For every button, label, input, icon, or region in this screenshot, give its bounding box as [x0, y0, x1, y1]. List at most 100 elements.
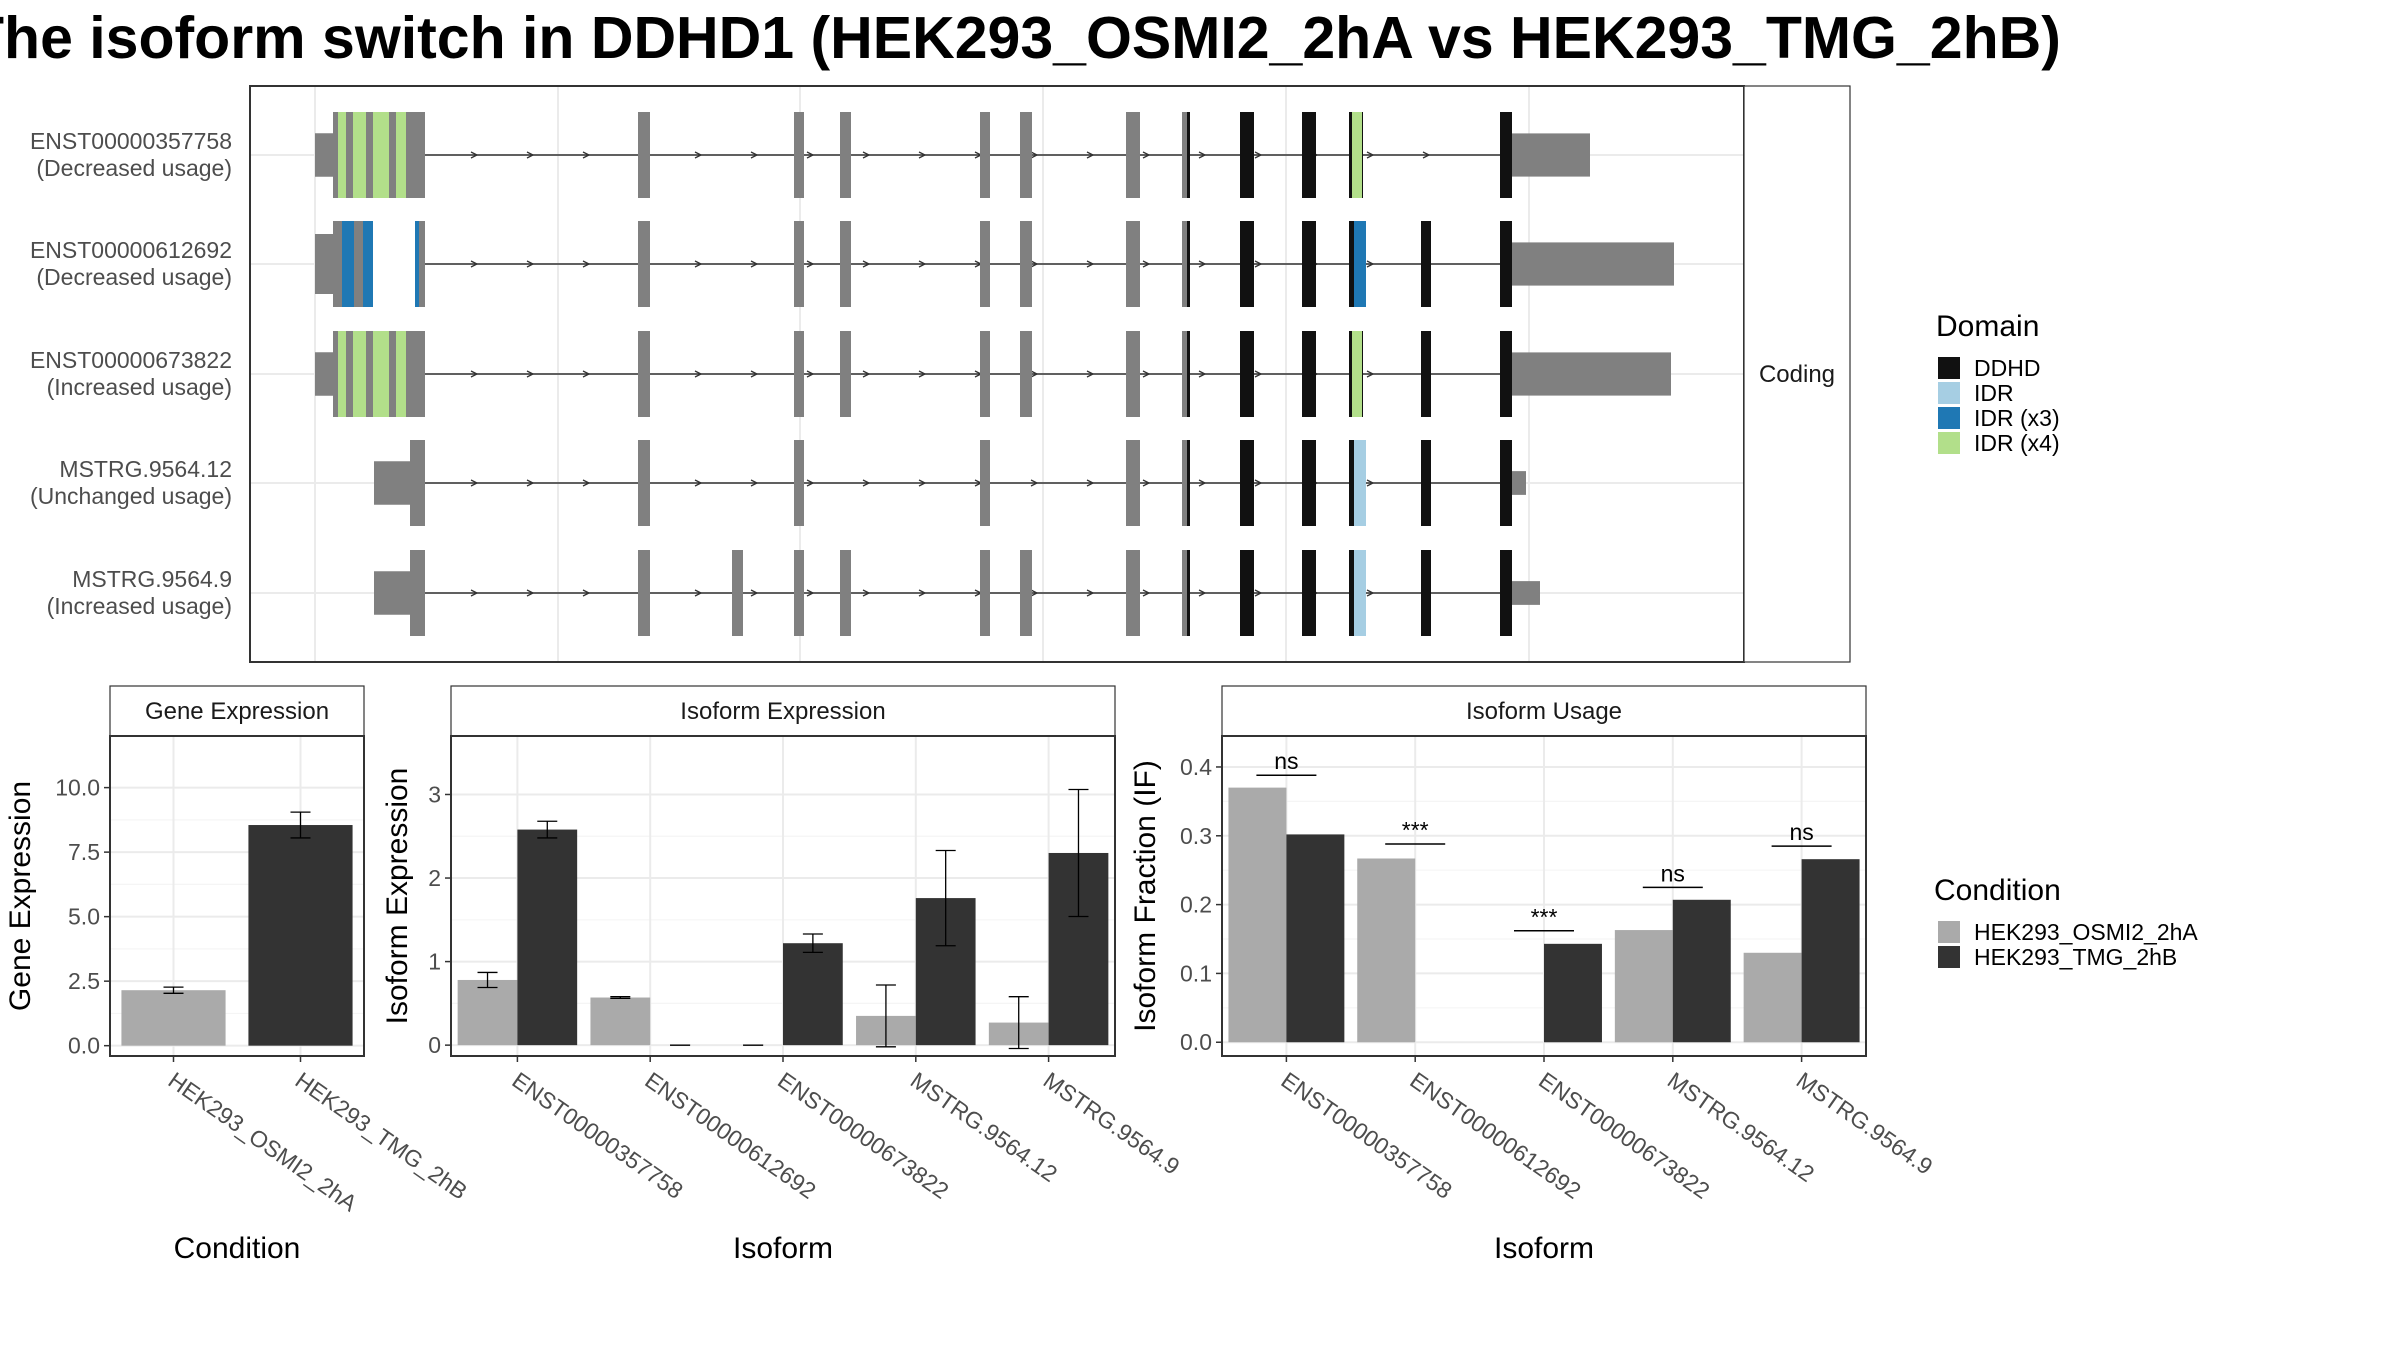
significance-label: ns	[1661, 860, 1685, 886]
bar	[517, 829, 578, 1046]
exon-junction	[389, 331, 396, 417]
utr3-exon	[1512, 352, 1671, 396]
ddhd-exon	[1302, 440, 1316, 526]
coding-exon	[980, 112, 990, 198]
intron-arrow	[1198, 151, 1207, 159]
utr5-exon	[374, 461, 410, 505]
condition-legend-key	[1938, 946, 1960, 968]
intron-arrow	[1142, 589, 1151, 597]
condition-legend-label: HEK293_OSMI2_2hA	[1974, 919, 2198, 945]
ddhd-exon	[1302, 550, 1316, 636]
intron-arrow	[582, 589, 591, 597]
y-tick-label: 7.5	[68, 839, 100, 865]
extra-exon	[732, 550, 743, 636]
intron-arrow	[862, 151, 871, 159]
isoform-id: ENST00000357758	[30, 128, 232, 154]
panel-border	[109, 735, 365, 1057]
x-axis-title: Condition	[174, 1232, 301, 1265]
coding-exon	[638, 331, 650, 417]
coding-exon	[794, 221, 804, 307]
intron-arrow	[1254, 589, 1263, 597]
domain-legend-key	[1938, 432, 1960, 454]
coding-exon	[1126, 331, 1140, 417]
intron-arrow	[470, 260, 479, 268]
intron-arrow	[526, 260, 535, 268]
ddhd-exon	[1240, 331, 1254, 417]
y-tick-label: 0	[428, 1032, 441, 1058]
intron-arrow	[806, 260, 815, 268]
coding-exon	[410, 550, 425, 636]
intron-arrow	[1086, 370, 1095, 378]
intron-arrow	[1142, 370, 1151, 378]
exon-junction	[389, 112, 396, 198]
condition-legend-title: Condition	[1934, 874, 2061, 907]
ddhd-exon	[1240, 221, 1254, 307]
ddhd-exon	[1302, 112, 1316, 198]
domain-legend-key	[1938, 407, 1960, 429]
extra-exon	[1421, 550, 1431, 636]
intron-arrow	[1086, 260, 1095, 268]
isoform-usage: (Increased usage)	[47, 593, 232, 619]
domain-legend-label: IDR (x4)	[1974, 430, 2060, 456]
coding-exon	[794, 112, 804, 198]
intron-arrow	[526, 151, 535, 159]
isoform-label: MSTRG.9564.9 (Increased usage)	[47, 566, 232, 619]
intron-arrow	[694, 260, 703, 268]
bar	[1743, 952, 1802, 1043]
domain-legend-key	[1938, 357, 1960, 379]
condition-legend-label: HEK293_TMG_2hB	[1974, 944, 2177, 970]
coding-exon	[410, 440, 425, 526]
bar	[1357, 858, 1416, 1043]
utr5-exon	[315, 352, 333, 396]
coding-exon	[1182, 112, 1187, 198]
y-tick-label: 0.0	[68, 1033, 100, 1059]
isoform-usage: (Unchanged usage)	[30, 483, 232, 509]
y-axis-title: Isoform Expression	[381, 768, 414, 1025]
isoform-label: ENST00000357758 (Decreased usage)	[30, 128, 232, 181]
intron-arrow	[1030, 370, 1039, 378]
ddhd-exon	[1240, 550, 1254, 636]
isoform-label: ENST00000673822 (Increased usage)	[30, 347, 232, 400]
extra-exon	[1421, 331, 1431, 417]
intron-arrow	[1030, 479, 1039, 487]
utr3-exon	[1512, 581, 1540, 605]
bar	[457, 979, 518, 1046]
intron-arrow	[582, 260, 591, 268]
exon-junction	[346, 331, 353, 417]
y-tick-label: 2.5	[68, 968, 100, 994]
bar	[248, 825, 353, 1046]
coding-exon	[794, 440, 804, 526]
isoform-id: MSTRG.9564.9	[72, 566, 232, 592]
intron-arrow	[750, 589, 759, 597]
intron-arrow	[694, 479, 703, 487]
intron-arrow	[1198, 260, 1207, 268]
ddhd-exon	[1500, 550, 1512, 636]
intron-arrow	[918, 479, 927, 487]
intron-arrow	[806, 589, 815, 597]
intron-arrow	[1142, 260, 1151, 268]
intron-arrow	[862, 479, 871, 487]
domain-segment	[1352, 112, 1362, 198]
utr3-exon	[1512, 242, 1674, 286]
panel-strip	[109, 685, 365, 737]
extra-exon	[1421, 221, 1431, 307]
intron-arrow	[582, 370, 591, 378]
intron-arrow	[918, 589, 927, 597]
strip-label: Coding	[1759, 361, 1835, 388]
utr3-exon	[1512, 133, 1590, 177]
bar	[1672, 899, 1731, 1043]
coding-exon	[840, 221, 851, 307]
domain-segment	[415, 221, 419, 307]
panel-strip	[1221, 685, 1867, 737]
coding-exon	[840, 112, 851, 198]
domain-legend-title: Domain	[1936, 310, 2039, 343]
coding-exon	[980, 331, 990, 417]
coding-exon	[980, 221, 990, 307]
intron-arrow	[1142, 479, 1151, 487]
y-tick-label: 0.1	[1180, 960, 1212, 986]
coding-exon	[1020, 331, 1032, 417]
bar	[590, 997, 651, 1046]
panel-strip-label: Gene Expression	[145, 698, 329, 725]
